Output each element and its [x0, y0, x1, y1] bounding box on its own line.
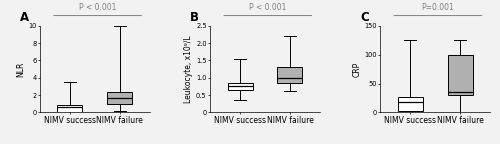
- PathPatch shape: [108, 92, 132, 104]
- PathPatch shape: [58, 105, 82, 112]
- Text: A: A: [20, 11, 30, 24]
- PathPatch shape: [228, 83, 252, 90]
- PathPatch shape: [398, 97, 422, 111]
- Text: B: B: [190, 11, 200, 24]
- Y-axis label: CRP: CRP: [352, 61, 362, 77]
- Text: P < 0.001: P < 0.001: [79, 3, 116, 12]
- Y-axis label: Leukocyte, x10⁹/L: Leukocyte, x10⁹/L: [184, 35, 193, 103]
- Y-axis label: NLR: NLR: [16, 61, 26, 77]
- Text: P=0.001: P=0.001: [422, 3, 454, 12]
- Text: P < 0.001: P < 0.001: [249, 3, 286, 12]
- PathPatch shape: [448, 55, 472, 95]
- PathPatch shape: [278, 67, 302, 83]
- Text: C: C: [360, 11, 369, 24]
